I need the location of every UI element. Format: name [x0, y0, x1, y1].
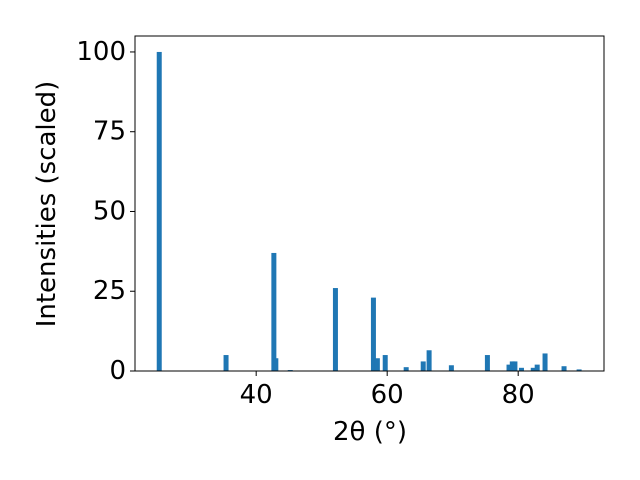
bar [403, 367, 409, 371]
x-tick-label: 80 [502, 380, 535, 410]
plot-frame [134, 35, 605, 372]
bar [518, 367, 524, 371]
bar [576, 369, 582, 371]
bar [506, 364, 512, 371]
bar [542, 353, 548, 371]
y-tick-label: 100 [76, 37, 126, 67]
bar [512, 361, 518, 371]
y-tick-label: 50 [93, 196, 126, 226]
bar [271, 252, 277, 371]
bar [530, 367, 536, 371]
bar [332, 288, 338, 371]
bar [448, 365, 454, 371]
bar [273, 358, 279, 371]
bar [484, 355, 490, 371]
y-tick-label: 0 [109, 356, 126, 386]
y-tick-label: 75 [93, 117, 126, 147]
bar [382, 355, 388, 371]
x-tick-label: 40 [240, 380, 273, 410]
bar [370, 297, 376, 371]
x-axis-label: 2θ (°) [333, 417, 407, 447]
bar [426, 350, 432, 371]
y-tick-label: 25 [93, 276, 126, 306]
bar [509, 361, 515, 371]
bar [156, 51, 162, 371]
bar [561, 366, 567, 371]
x-tick-label: 60 [371, 380, 404, 410]
bar [223, 355, 229, 371]
y-axis-label: Intensities (scaled) [32, 81, 62, 328]
bar [374, 358, 380, 371]
bar [534, 364, 540, 371]
bar [420, 361, 426, 371]
